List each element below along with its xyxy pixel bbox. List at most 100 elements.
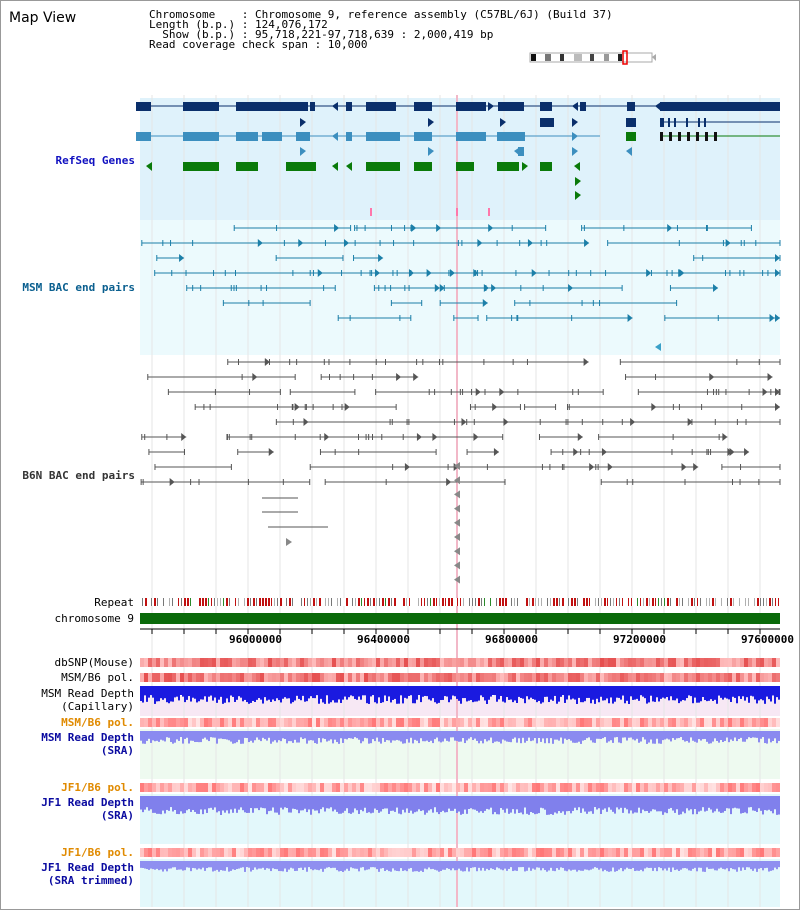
gene-exon: [714, 132, 717, 141]
refseq-genes-label[interactable]: RefSeq Genes: [55, 154, 135, 167]
read-depth-bar: [146, 796, 148, 808]
read-depth-bar: [594, 731, 596, 743]
read-depth-bar: [514, 731, 516, 738]
read-depth-bar: [600, 731, 602, 740]
read-depth-bar: [168, 796, 170, 811]
read-depth-bar: [432, 731, 434, 744]
repeat-element: [355, 598, 356, 606]
read-depth-bar: [288, 861, 290, 870]
heat-cell: [632, 718, 636, 727]
read-depth-bar: [742, 731, 744, 742]
heat-cell: [292, 783, 296, 792]
read-depth-bar: [252, 686, 254, 701]
gene-arrow: [626, 147, 632, 156]
read-depth-bar: [540, 861, 542, 871]
heat-cell: [688, 718, 692, 727]
read-depth-bar: [716, 686, 718, 704]
heat-cell: [420, 658, 424, 667]
b6n-bac-label[interactable]: B6N BAC end pairs: [22, 469, 135, 482]
repeat-element: [679, 598, 680, 606]
heat-cell: [612, 658, 616, 667]
read-depth-bar: [700, 861, 702, 868]
read-depth-bar: [218, 686, 220, 700]
read-depth-bar: [600, 796, 602, 815]
read-depth-bar: [534, 731, 536, 739]
read-depth-bar: [674, 686, 676, 701]
read-depth-bar: [772, 796, 774, 814]
heat-cell: [444, 658, 448, 667]
heat-cell: [248, 848, 252, 857]
heat-cell: [692, 673, 696, 682]
heat-cell: [600, 673, 604, 682]
heat-cell: [156, 673, 160, 682]
heat-cell: [660, 848, 664, 857]
read-depth-bar: [354, 796, 356, 809]
heat-cell: [712, 658, 716, 667]
read-depth-bar: [428, 861, 430, 868]
heat-cell: [568, 848, 572, 857]
heat-cell: [400, 783, 404, 792]
bac-arrow: [303, 418, 309, 426]
read-depth-bar: [264, 796, 266, 809]
heat-cell: [576, 783, 580, 792]
repeat-element: [709, 598, 710, 606]
read-depth-bar: [552, 796, 554, 815]
gene-exon: [183, 102, 219, 111]
repeat-element: [184, 598, 186, 606]
repeat-element: [730, 598, 732, 606]
read-depth-bar: [724, 731, 726, 741]
heat-cell: [692, 658, 696, 667]
heat-cell: [776, 848, 780, 857]
read-depth-bar: [760, 686, 762, 700]
heat-cell: [352, 673, 356, 682]
read-depth-bar: [488, 731, 490, 741]
info-coverage-span: Read coverage check span : 10,000: [149, 38, 368, 51]
read-depth-bar: [220, 861, 222, 871]
read-depth-bar: [702, 731, 704, 740]
read-depth-bar: [314, 796, 316, 811]
read-depth-bar: [162, 686, 164, 700]
read-depth-bar: [598, 686, 600, 703]
msm-bac-label[interactable]: MSM BAC end pairs: [22, 281, 135, 294]
read-depth-bar: [190, 731, 192, 741]
read-depth-bar: [538, 731, 540, 738]
read-depth-bar: [286, 796, 288, 808]
read-depth-bar: [180, 686, 182, 696]
read-depth-bar: [328, 731, 330, 741]
read-depth-bar: [576, 686, 578, 704]
read-depth-bar: [662, 686, 664, 698]
read-depth-bar: [552, 731, 554, 744]
read-depth-bar: [556, 796, 558, 814]
read-depth-bar: [644, 796, 646, 812]
msm-read-depth-capillary-label: MSM Read Depth (Capillary): [41, 687, 134, 713]
heat-cell: [404, 783, 408, 792]
read-depth-bar: [290, 796, 292, 813]
heat-cell: [240, 658, 244, 667]
read-depth-bar: [638, 796, 640, 808]
read-depth-bar: [456, 861, 458, 871]
read-depth-bar: [400, 796, 402, 815]
read-depth-bar: [684, 861, 686, 869]
read-depth-bar: [622, 731, 624, 738]
repeat-element: [256, 598, 257, 606]
heat-cell: [364, 783, 368, 792]
bac-arrow: [503, 418, 509, 426]
read-depth-bar: [400, 686, 402, 696]
read-depth-bar: [544, 796, 546, 810]
heat-cell: [564, 673, 568, 682]
heat-cell: [476, 848, 480, 857]
heat-cell: [556, 848, 560, 857]
read-depth-bar: [502, 686, 504, 702]
read-depth-bar: [528, 731, 530, 738]
heat-cell: [284, 673, 288, 682]
read-depth-bar: [222, 796, 224, 811]
gene-arrow: [575, 191, 581, 200]
heat-cell: [448, 783, 452, 792]
read-depth-bar: [378, 686, 380, 698]
read-depth-bar: [380, 796, 382, 812]
heat-cell: [252, 848, 256, 857]
read-depth-bar: [186, 731, 188, 738]
read-depth-bar: [580, 686, 582, 703]
heat-cell: [340, 848, 344, 857]
